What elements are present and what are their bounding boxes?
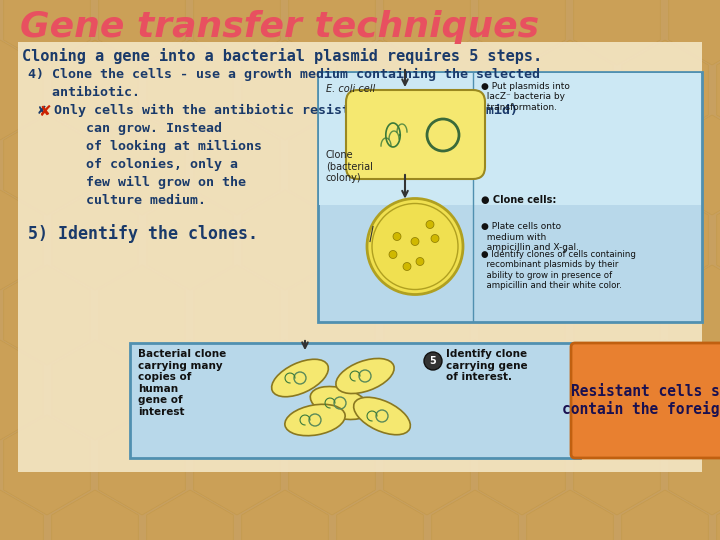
Text: 5) Identify the clones.: 5) Identify the clones. (28, 224, 258, 243)
Text: ● Identify clones of cells containing
  recombinant plasmids by their
  ability : ● Identify clones of cells containing re… (481, 250, 636, 290)
Ellipse shape (285, 404, 345, 436)
Ellipse shape (354, 397, 410, 435)
Circle shape (426, 220, 434, 228)
Text: antibiotic.: antibiotic. (28, 86, 140, 99)
Circle shape (416, 258, 424, 266)
FancyBboxPatch shape (319, 73, 701, 205)
Text: of colonies, only a: of colonies, only a (38, 158, 238, 171)
Text: Clone
(bacterial
colony): Clone (bacterial colony) (326, 150, 373, 183)
Text: Identify clone
carrying gene
of interest.: Identify clone carrying gene of interest… (446, 349, 528, 382)
Text: Resistant cells should
contain the foreign DNA.: Resistant cells should contain the forei… (562, 384, 720, 417)
Text: Bacterial clone
carrying many
copies of
human
gene of
interest: Bacterial clone carrying many copies of … (138, 349, 226, 417)
FancyBboxPatch shape (346, 90, 485, 179)
Text: ● Clone cells:: ● Clone cells: (481, 194, 557, 205)
Ellipse shape (271, 359, 328, 397)
Circle shape (393, 233, 401, 240)
Text: of looking at millions: of looking at millions (38, 140, 262, 153)
Circle shape (403, 262, 411, 271)
Text: few will grow on the: few will grow on the (38, 176, 246, 189)
Text: E. coli cell: E. coli cell (326, 84, 375, 94)
Text: Cloning a gene into a bacterial plasmid requires 5 steps.: Cloning a gene into a bacterial plasmid … (22, 48, 542, 64)
Circle shape (424, 352, 442, 370)
Text: ✘ Only cells with the antibiotic resistance (on the plasmid): ✘ Only cells with the antibiotic resista… (38, 104, 518, 117)
Circle shape (389, 251, 397, 259)
Circle shape (367, 199, 463, 294)
Circle shape (411, 238, 419, 246)
Text: Gene transfer techniques: Gene transfer techniques (20, 10, 539, 44)
FancyBboxPatch shape (318, 72, 702, 322)
Text: 4) Clone the cells - use a growth medium containing the selected: 4) Clone the cells - use a growth medium… (28, 68, 540, 81)
Text: ✘: ✘ (38, 104, 50, 119)
Text: ● Plate cells onto
  medium with
  ampicillin and X-gal.: ● Plate cells onto medium with ampicilli… (481, 222, 579, 252)
FancyBboxPatch shape (18, 42, 702, 472)
Text: can grow. Instead: can grow. Instead (38, 122, 222, 135)
FancyBboxPatch shape (571, 343, 720, 458)
Text: culture medium.: culture medium. (38, 194, 206, 207)
Circle shape (431, 234, 439, 242)
FancyBboxPatch shape (130, 343, 580, 458)
Text: 5: 5 (430, 356, 436, 366)
Ellipse shape (310, 387, 369, 420)
Ellipse shape (336, 359, 394, 394)
Text: ● Put plasmids into
  lacZ⁻ bacteria by
  transformation.: ● Put plasmids into lacZ⁻ bacteria by tr… (481, 82, 570, 112)
